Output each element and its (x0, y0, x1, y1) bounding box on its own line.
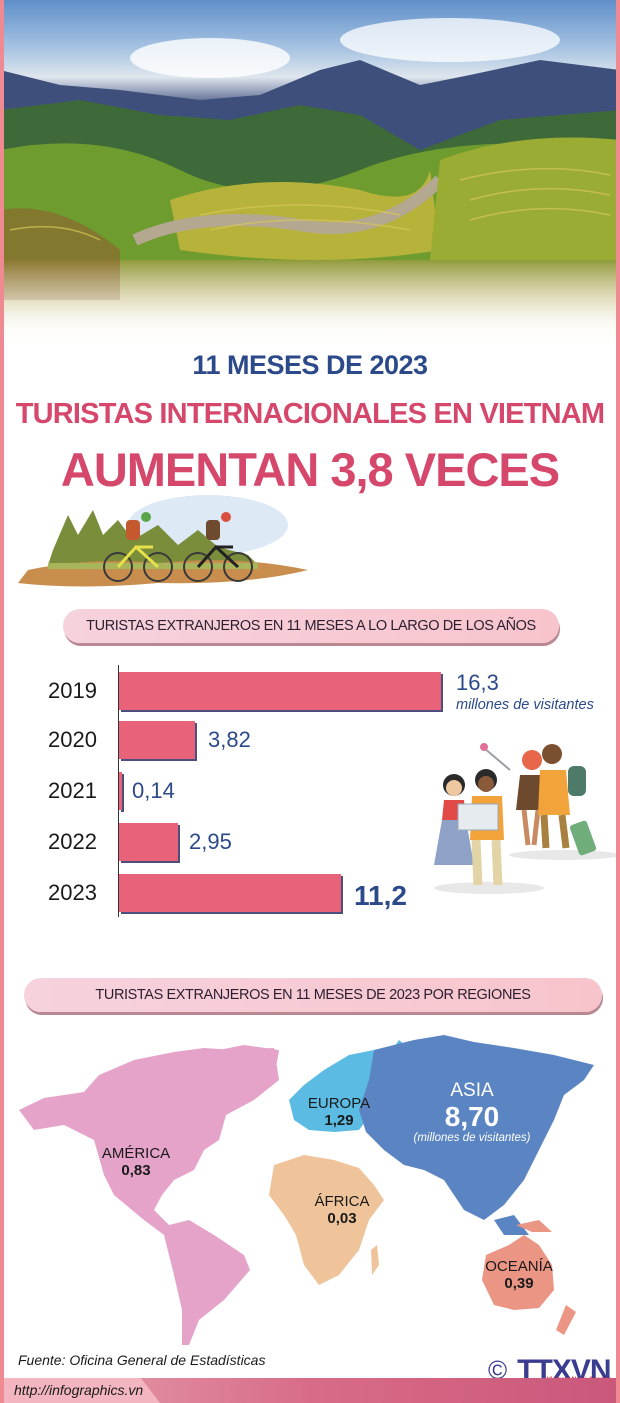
website-link[interactable]: http://infographics.vn (14, 1382, 144, 1398)
bar-value: 3,82 (208, 727, 251, 752)
asia-region (359, 1035, 594, 1220)
region-unit: (millones de visitantes) (413, 1132, 531, 1144)
hero-fade-overlay (4, 260, 616, 350)
region-name: EUROPA (307, 1095, 371, 1112)
unit-label: millones de visitantes (456, 697, 594, 713)
section-title-by-year: TURISTAS EXTRANJEROS EN 11 MESES A LO LA… (63, 609, 559, 643)
cyclists-illustration (18, 495, 308, 587)
region-value: 0,83 (121, 1162, 151, 1180)
europa-label: EUROPA 1,29 (294, 1095, 384, 1130)
period-title: 11 MESES DE 2023 (192, 350, 428, 380)
oceania-label: OCEANÍA 0,39 (474, 1258, 564, 1293)
region-value: 1,29 (324, 1112, 354, 1130)
bar-2021 (119, 772, 122, 810)
region-value: 0,39 (504, 1275, 534, 1293)
year-label: 2021 (48, 778, 97, 803)
copyright-icon: © (488, 1355, 508, 1385)
asia-label: ASIA 8,70 (millones de visitantes) (402, 1080, 542, 1144)
source-note: Fuente: Oficina General de Estadísticas (18, 1352, 266, 1368)
year-label: 2019 (48, 678, 97, 703)
region-name: ASIA (450, 1080, 494, 1101)
bar-2023 (119, 874, 341, 912)
oceania-region (482, 1235, 554, 1310)
year-label: 2023 (48, 880, 97, 905)
bar-chart-axis (118, 665, 119, 917)
bar-2019 (119, 672, 441, 710)
footer-bar: http://infographics.vn (4, 1378, 616, 1403)
america-label: AMÉRICA 0,83 (86, 1145, 186, 1180)
headline: TURISTAS INTERNACIONALES EN VIETNAM (15, 398, 605, 430)
year-label: 2020 (48, 727, 97, 752)
region-name: OCEANÍA (485, 1258, 553, 1275)
bar-value: 11,2 (354, 880, 407, 911)
highlight-title: AUMENTAN 3,8 VECES (60, 443, 560, 496)
footer-url-tab (4, 1378, 160, 1403)
bar-value: 2,95 (189, 829, 232, 854)
section-title-by-region: TURISTAS EXTRANJEROS EN 11 MESES DE 2023… (24, 978, 602, 1012)
bar-value: 0,14 (132, 778, 175, 803)
tourists-illustration (434, 743, 616, 894)
africa-region (269, 1155, 384, 1285)
region-value: 8,70 (444, 1101, 500, 1132)
bar-2022 (119, 823, 178, 861)
year-label: 2022 (48, 829, 97, 854)
africa-label: ÁFRICA 0,03 (302, 1193, 382, 1228)
america-region (19, 1048, 279, 1345)
bar-2020 (119, 721, 195, 759)
world-map (19, 1035, 594, 1345)
region-value: 0,03 (327, 1210, 357, 1228)
hero-landscape-image (4, 0, 616, 350)
terraced-fields-illustration (4, 18, 616, 300)
bar-value: 16,3 (456, 670, 499, 695)
region-name: AMÉRICA (101, 1145, 171, 1162)
region-name: ÁFRICA (314, 1193, 370, 1210)
